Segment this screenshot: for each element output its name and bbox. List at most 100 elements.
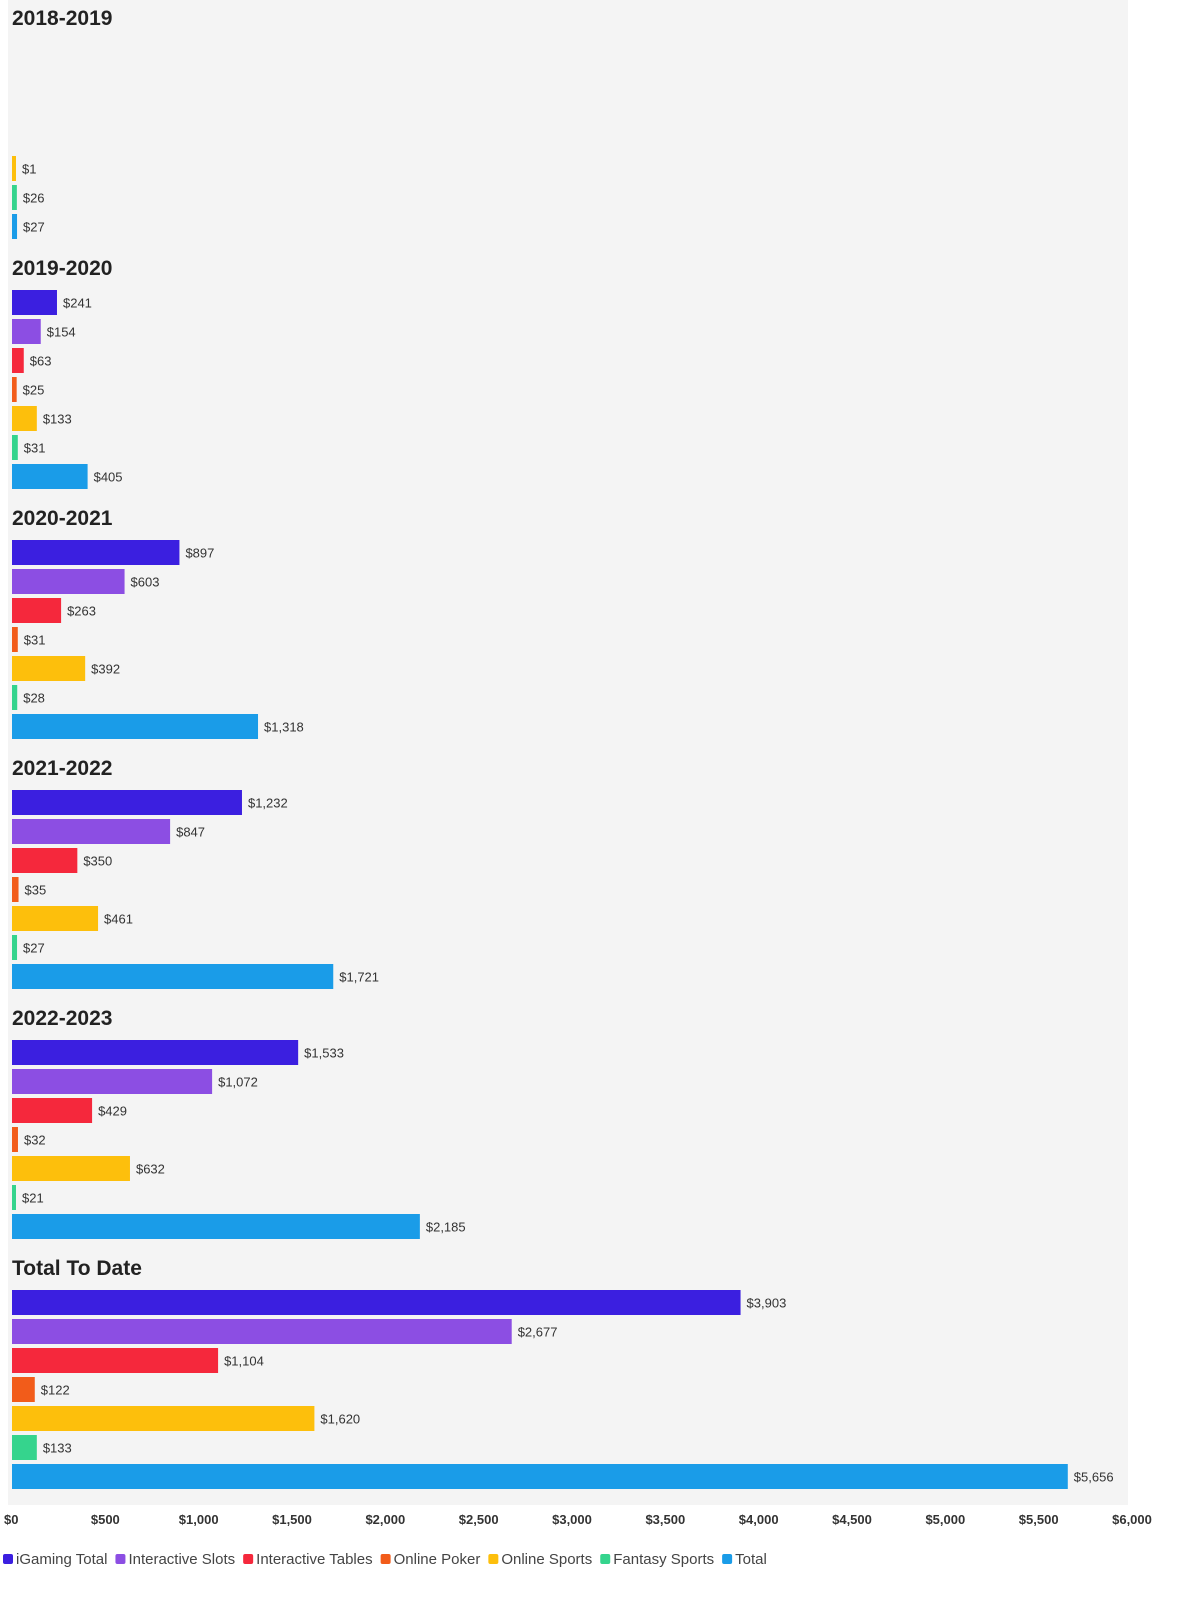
data-label: $27 — [23, 220, 45, 235]
data-label: $1 — [22, 162, 36, 177]
bar — [12, 1040, 299, 1065]
legend-item[interactable]: iGaming Total — [3, 1551, 107, 1568]
data-label: $1,072 — [218, 1075, 258, 1090]
bar-group: Total To Date $3,903 $2,677 $1,104 $122 $1,62… — [12, 1257, 1114, 1489]
group-title: 2018-2019 — [12, 7, 112, 30]
x-tick-label: $500 — [91, 1512, 120, 1527]
data-label: $632 — [136, 1162, 165, 1177]
bar — [12, 319, 41, 344]
bar — [12, 1290, 741, 1315]
data-label: $461 — [104, 912, 133, 927]
legend-label: Online Poker — [394, 1551, 481, 1568]
data-label: $1,620 — [320, 1412, 360, 1427]
group-title: 2019-2020 — [12, 257, 112, 280]
bar — [12, 598, 62, 623]
bar — [12, 1464, 1068, 1489]
legend-swatch — [243, 1554, 254, 1564]
bar — [12, 1348, 219, 1373]
data-label: $32 — [24, 1133, 46, 1148]
bar — [12, 290, 57, 315]
legend-swatch — [3, 1554, 13, 1564]
bar — [12, 656, 86, 681]
data-label: $1,232 — [248, 796, 288, 811]
x-axis: $0 $500 $1,000 $1,500 $2,000 $2,500 $3,000 $3,5… — [4, 1512, 1152, 1527]
data-label: $5,656 — [1074, 1470, 1114, 1485]
bar — [12, 964, 334, 989]
data-label: $154 — [47, 325, 76, 340]
x-tick-label: $5,500 — [1019, 1512, 1059, 1527]
legend: iGaming Total Interactive Slots Interactiv… — [3, 1551, 767, 1568]
bar — [12, 1406, 315, 1431]
x-tick-label: $6,000 — [1112, 1512, 1152, 1527]
data-label: $2,677 — [518, 1325, 558, 1340]
legend-item[interactable]: Interactive Slots — [115, 1551, 235, 1568]
data-label: $133 — [43, 412, 72, 427]
bar — [12, 435, 18, 460]
legend-item[interactable]: Interactive Tables — [243, 1551, 373, 1568]
bar-groups: 2018-2019 $1 $26 $27 2019-2020 $241 $154 $63 $25… — [12, 7, 1114, 1489]
data-label: $133 — [43, 1441, 72, 1456]
bar — [12, 790, 242, 815]
data-label: $847 — [176, 825, 205, 840]
x-tick-label: $1,000 — [179, 1512, 219, 1527]
bar — [12, 156, 16, 181]
legend-label: Interactive Slots — [128, 1551, 235, 1568]
legend-label: Interactive Tables — [256, 1551, 372, 1568]
bar — [12, 819, 171, 844]
bar — [12, 1214, 420, 1239]
bar — [12, 685, 18, 710]
data-label: $25 — [23, 383, 45, 398]
legend-item[interactable]: Total — [722, 1551, 767, 1568]
legend-swatch — [380, 1554, 391, 1564]
bar — [12, 464, 88, 489]
data-label: $350 — [83, 854, 112, 869]
bar — [12, 569, 125, 594]
data-label: $63 — [30, 354, 52, 369]
bar — [12, 1098, 93, 1123]
data-label: $27 — [23, 941, 45, 956]
data-label: $603 — [131, 575, 160, 590]
legend-label: Fantasy Sports — [613, 1551, 714, 1568]
plot-background — [8, 0, 1128, 1505]
bar — [12, 877, 19, 902]
group-title: 2022-2023 — [12, 1007, 112, 1030]
bar — [12, 935, 18, 960]
data-label: $1,533 — [304, 1046, 344, 1061]
x-tick-label: $2,000 — [365, 1512, 405, 1527]
legend-label: Total — [735, 1551, 767, 1568]
bar — [12, 1377, 35, 1402]
bar-group: 2019-2020 $241 $154 $63 $25 $133 $31 $405 — [12, 257, 123, 489]
legend-swatch — [488, 1554, 499, 1564]
bar-group: 2020-2021 $897 $603 $263 $31 $392 $28 $1,318 — [12, 507, 304, 739]
bar — [12, 214, 18, 239]
data-label: $1,318 — [264, 720, 304, 735]
data-label: $28 — [23, 691, 45, 706]
x-tick-label: $4,000 — [739, 1512, 779, 1527]
bar — [12, 185, 17, 210]
data-label: $122 — [41, 1383, 70, 1398]
legend-item[interactable]: Online Poker — [380, 1551, 481, 1568]
data-label: $1,104 — [224, 1354, 264, 1369]
group-title: 2021-2022 — [12, 757, 112, 780]
group-title: 2020-2021 — [12, 507, 113, 530]
data-label: $241 — [63, 296, 92, 311]
x-tick-label: $3,000 — [552, 1512, 592, 1527]
legend-item[interactable]: Fantasy Sports — [600, 1551, 714, 1568]
x-tick-label: $1,500 — [272, 1512, 312, 1527]
bar — [12, 540, 180, 565]
bar-group: 2018-2019 $1 $26 $27 — [12, 7, 112, 239]
bar — [12, 848, 78, 873]
bar — [12, 406, 37, 431]
data-label: $2,185 — [426, 1220, 466, 1235]
data-label: $405 — [94, 470, 123, 485]
data-label: $1,721 — [339, 970, 379, 985]
bar — [12, 1319, 512, 1344]
legend-item[interactable]: Online Sports — [488, 1551, 592, 1568]
bar-group: 2022-2023 $1,533 $1,072 $429 $32 $632 $21 $2,18… — [12, 1007, 466, 1239]
bar — [12, 1156, 130, 1181]
x-tick-label: $4,500 — [832, 1512, 872, 1527]
data-label: $35 — [25, 883, 47, 898]
data-label: $3,903 — [747, 1296, 787, 1311]
